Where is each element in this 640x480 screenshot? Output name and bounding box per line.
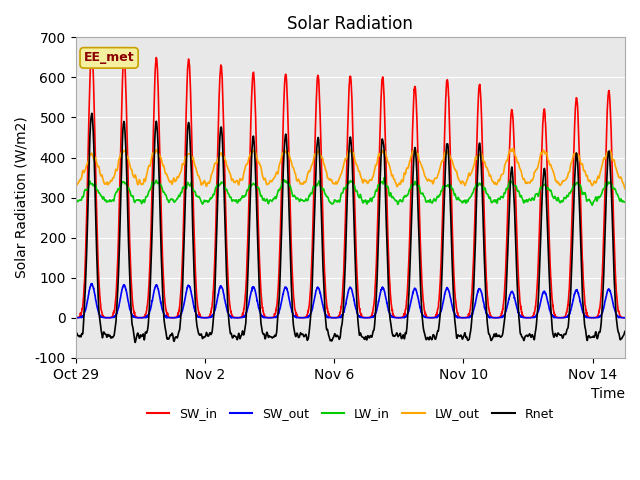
LW_in xyxy=(374,185,381,191)
SW_out xyxy=(72,315,79,321)
LW_in xyxy=(183,182,191,188)
SW_out xyxy=(115,302,123,308)
SW_out xyxy=(505,296,513,301)
Line: LW_out: LW_out xyxy=(76,148,625,189)
SW_in xyxy=(374,215,381,220)
SW_out xyxy=(237,315,245,321)
LW_out xyxy=(183,152,191,158)
LW_in xyxy=(190,188,198,194)
Line: LW_in: LW_in xyxy=(76,178,625,205)
Y-axis label: Solar Radiation (W/m2): Solar Radiation (W/m2) xyxy=(15,117,29,278)
LW_in xyxy=(505,181,513,187)
LW_in xyxy=(381,175,388,180)
Rnet xyxy=(72,331,79,336)
LW_in xyxy=(237,196,244,202)
LW_in xyxy=(621,199,629,205)
LW_out xyxy=(509,145,517,151)
Title: Solar Radiation: Solar Radiation xyxy=(287,15,413,33)
LW_out xyxy=(504,152,512,157)
Legend: SW_in, SW_out, LW_in, LW_out, Rnet: SW_in, SW_out, LW_in, LW_out, Rnet xyxy=(141,403,559,425)
Rnet xyxy=(131,339,139,345)
Line: SW_out: SW_out xyxy=(76,284,625,318)
LW_out xyxy=(115,157,122,163)
SW_in xyxy=(191,240,198,245)
SW_out xyxy=(621,315,629,321)
Rnet xyxy=(374,250,382,255)
SW_in xyxy=(115,220,123,226)
Line: Rnet: Rnet xyxy=(76,113,625,342)
Rnet xyxy=(184,131,191,137)
Rnet xyxy=(621,328,629,334)
Rnet xyxy=(115,261,123,266)
SW_in xyxy=(88,46,95,52)
SW_out xyxy=(374,302,382,308)
SW_out xyxy=(184,285,191,291)
Rnet xyxy=(505,215,513,220)
Rnet xyxy=(191,281,198,287)
Rnet xyxy=(88,110,95,116)
SW_in xyxy=(72,315,79,321)
LW_in xyxy=(72,198,79,204)
SW_out xyxy=(77,315,85,321)
Text: EE_met: EE_met xyxy=(84,51,134,64)
LW_in xyxy=(588,203,596,208)
Rnet xyxy=(237,333,245,339)
LW_in xyxy=(115,186,122,192)
SW_in xyxy=(183,78,191,84)
X-axis label: Time: Time xyxy=(591,387,625,401)
LW_out xyxy=(237,176,244,182)
LW_out xyxy=(190,160,198,166)
LW_out xyxy=(72,182,79,188)
LW_out xyxy=(621,186,629,192)
LW_out xyxy=(374,156,381,162)
SW_in xyxy=(505,173,513,179)
Line: SW_in: SW_in xyxy=(76,49,625,318)
SW_in xyxy=(621,315,629,321)
SW_out xyxy=(88,281,96,287)
SW_out xyxy=(191,306,198,312)
SW_in xyxy=(237,314,244,320)
